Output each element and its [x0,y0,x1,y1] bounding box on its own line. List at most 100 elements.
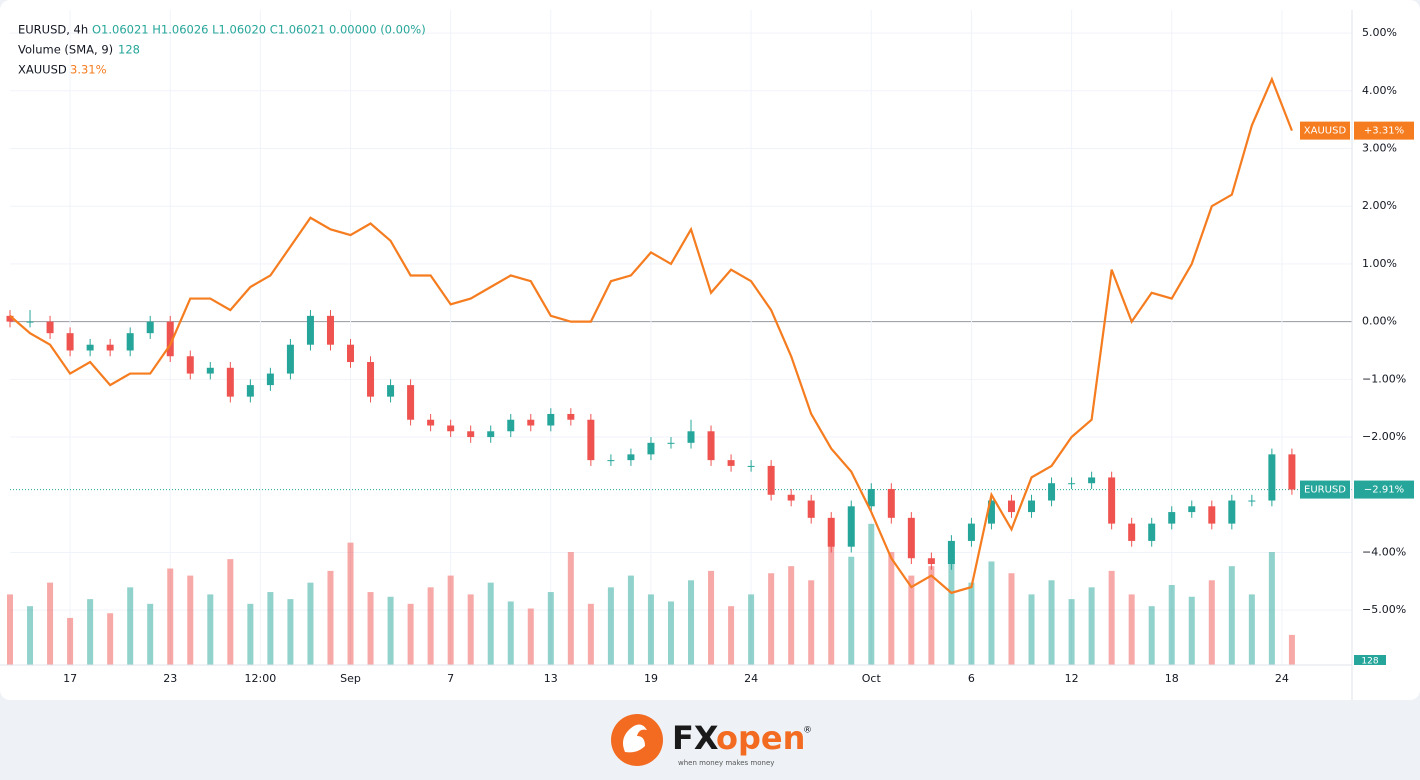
volume-bar [547,592,554,665]
y-tick-label: 0.00% [1362,315,1397,328]
volume-bar [1008,573,1015,665]
price-tag-name: EURUSD [1304,485,1346,496]
brand-open: open [716,719,805,757]
volume-study: Volume (SMA, 9) [18,43,113,57]
candle-body [527,419,535,426]
candle-body [767,465,775,495]
volume-bar [207,594,214,665]
volume-bar [367,592,374,665]
volume-bar [567,552,574,665]
volume-bar [908,575,915,665]
volume-bar [868,523,875,665]
volume-bar [87,599,94,665]
volume-bar [607,587,614,665]
volume-bar [307,582,314,665]
volume-bar [507,601,514,665]
volume-bar [1288,634,1295,665]
candle-body [1248,500,1256,502]
candle-body [1088,477,1096,484]
candle-body [1108,477,1116,524]
volume-value: 128 [118,43,140,57]
candle-body [1188,506,1196,513]
symbol: EURUSD, 4h [18,23,88,37]
y-tick-label: −5.00% [1362,603,1406,616]
candle-body [567,413,575,420]
candle-body [126,333,134,351]
candle-body [347,344,355,363]
candle-body [547,413,555,426]
volume-bar [888,552,895,665]
candle-body [827,517,835,547]
volume-bar [848,556,855,665]
volume-bar [1248,594,1255,665]
y-tick-label: 2.00% [1362,199,1397,212]
candle-body [807,500,815,518]
candle-body [1068,483,1076,485]
candle-body [1208,506,1216,524]
x-tick-label: 12 [1065,672,1079,685]
x-tick-label: 7 [447,672,454,685]
volume-bar [788,566,795,665]
candle-body [1288,454,1296,490]
volume-bar [167,568,174,665]
candle-body [326,315,334,345]
x-tick-label: 13 [544,672,558,685]
candle-body [687,431,695,443]
candle-body [387,385,395,397]
price-tag-value-bg [1354,121,1414,140]
candle-body [947,540,955,565]
candle-body [186,356,194,374]
volume-bar [1128,594,1135,665]
candle-body [286,344,294,374]
candle-body [1048,483,1056,501]
volume-bar [1068,599,1075,665]
candle-body [166,321,174,357]
x-tick-label: 12:00 [245,672,277,685]
x-tick-label: 17 [63,672,77,685]
volume-bar [828,545,835,665]
volume-bar [147,603,154,665]
volume-bar [667,601,674,665]
volume-bar [1108,570,1115,665]
volume-bar [447,575,454,665]
compare-symbol: XAUUSD [18,63,67,77]
x-tick-label: 19 [644,672,658,685]
logo: FX open ® when money makes money [611,714,812,767]
volume-bar [1028,594,1035,665]
candle-body [86,344,94,351]
candle-body [427,419,435,426]
candle-body [847,506,855,547]
candle-body [487,431,495,438]
volume-bar [267,592,274,665]
candle-body [647,442,655,455]
candle-body [907,517,915,559]
brand-fx: FX [672,719,719,757]
candle-body [1148,523,1156,541]
candle-body [306,315,314,345]
candle-body [1028,500,1036,513]
volume-bar [407,603,414,665]
volume-bar [1168,585,1175,665]
volume-bar [7,594,13,665]
price-tag-name-bg [1300,480,1350,499]
candle-body [106,344,114,351]
candle-body [6,315,14,322]
candle-body [26,321,34,323]
candle-body [1128,523,1136,541]
candle-body [66,333,74,351]
volume-bar [327,570,334,665]
candle-body [867,488,875,507]
volume-bar [47,582,54,665]
x-tick-label: 6 [968,672,975,685]
volume-bar [647,594,654,665]
candle-body [507,419,515,432]
candle-body [787,494,795,501]
candle-body [1007,500,1015,513]
volume-bar [1188,596,1195,665]
volume-bar [968,582,975,665]
volume-bar [1208,580,1215,665]
volume-bar [1048,580,1055,665]
volume-bar [107,613,114,665]
